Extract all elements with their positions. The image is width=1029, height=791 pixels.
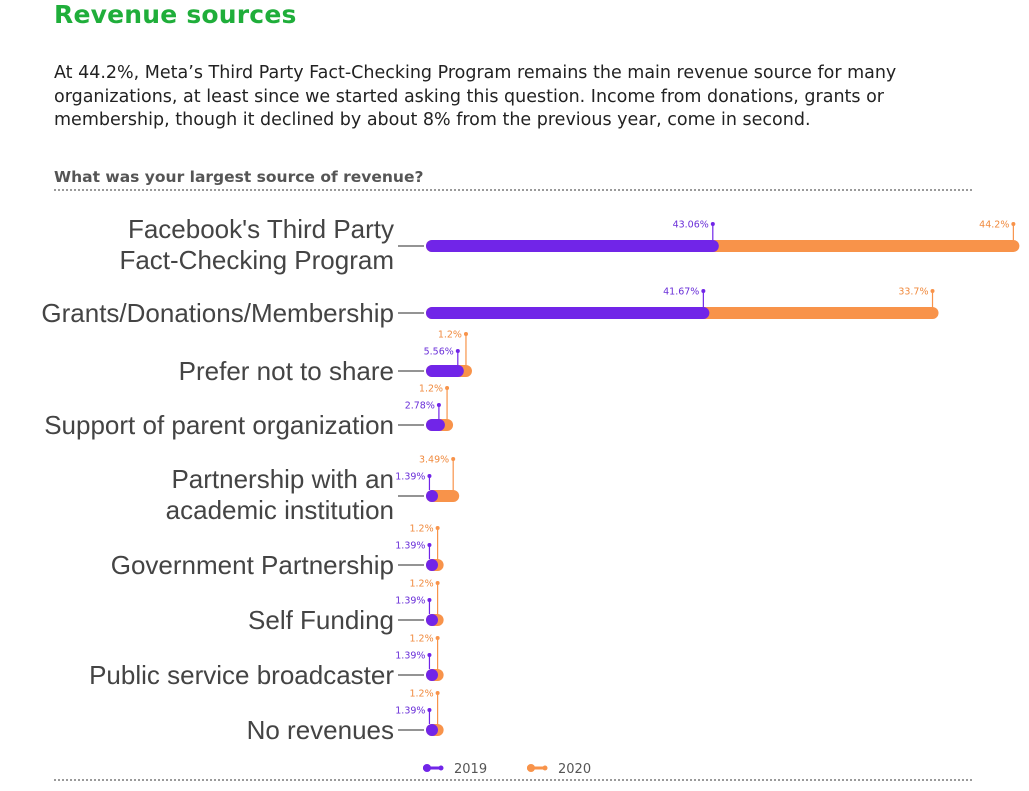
category-label: academic institution [166,495,394,525]
category-label: Prefer not to share [179,356,394,386]
value-label-2019: 1.39% [395,651,425,662]
category-label: Fact-Checking Program [119,245,394,275]
value-label-2019: 1.39% [395,472,425,483]
value-label-2020: 1.2% [409,524,433,535]
marker-dot-2019 [427,543,432,547]
marker-dot-2019 [427,474,432,478]
value-label-2019: 1.39% [395,706,425,717]
value-label-2019: 1.39% [395,541,425,552]
legend-2019-label: 2019 [454,762,487,777]
legend-2020-label: 2020 [558,762,591,777]
marker-dot-2019 [427,653,432,657]
category-label: Support of parent organization [44,410,394,440]
marker-dot-2020 [435,581,440,585]
category-label: Self Funding [248,605,394,635]
value-label-2020: 33.7% [898,287,928,298]
legend-2019-swatch-dot [423,764,431,772]
marker-dot-2019 [455,349,460,353]
category-label: Government Partnership [111,550,394,580]
value-label-2019: 41.67% [663,287,699,298]
value-label-2019: 1.39% [395,596,425,607]
value-label-2020: 44.2% [979,220,1009,231]
marker-dot-2019 [427,598,432,602]
marker-dot-2019 [710,222,715,226]
bar-2019 [426,669,438,681]
bar-2019 [426,419,445,431]
value-label-2020: 3.49% [419,455,449,466]
legend-2020-swatch-dot [527,764,535,772]
category-label: Public service broadcaster [89,660,394,690]
value-label-2020: 1.2% [438,330,462,341]
value-label-2020: 1.2% [419,384,443,395]
marker-dot-2020 [435,691,440,695]
bar-2019 [426,307,710,319]
marker-dot-2019 [701,289,706,293]
bar-2019 [426,614,438,626]
marker-dot-2020 [435,636,440,640]
value-label-2019: 2.78% [405,401,435,412]
bar-2019 [426,365,464,377]
value-label-2019: 43.06% [673,220,709,231]
value-label-2019: 5.56% [424,347,454,358]
legend-2020-swatch-end [542,765,548,771]
value-label-2020: 1.2% [409,689,433,700]
chart-question: What was your largest source of revenue? [54,168,424,186]
bar-2019 [426,559,438,571]
marker-dot-2019 [427,708,432,712]
bar-2019 [426,240,719,252]
bar-2019 [426,490,438,502]
bar-2019 [426,724,438,736]
page-title: Revenue sources [54,0,297,29]
category-label: Facebook's Third Party [128,214,394,244]
marker-dot-2020 [445,386,450,390]
marker-dot-2020 [463,332,468,336]
marker-dot-2020 [930,289,935,293]
category-label: Grants/Donations/Membership [41,298,394,328]
category-label: Partnership with an [171,464,394,494]
legend-2019-swatch-end [438,765,444,771]
top-divider [54,189,972,191]
marker-dot-2019 [436,403,441,407]
category-label: No revenues [247,715,394,745]
value-label-2020: 1.2% [409,579,433,590]
value-label-2020: 1.2% [409,634,433,645]
intro-paragraph: At 44.2%, Meta’s Third Party Fact-Checki… [54,63,897,130]
marker-dot-2020 [1011,222,1016,226]
bottom-divider [54,779,972,781]
marker-dot-2020 [435,526,440,530]
marker-dot-2020 [451,457,456,461]
